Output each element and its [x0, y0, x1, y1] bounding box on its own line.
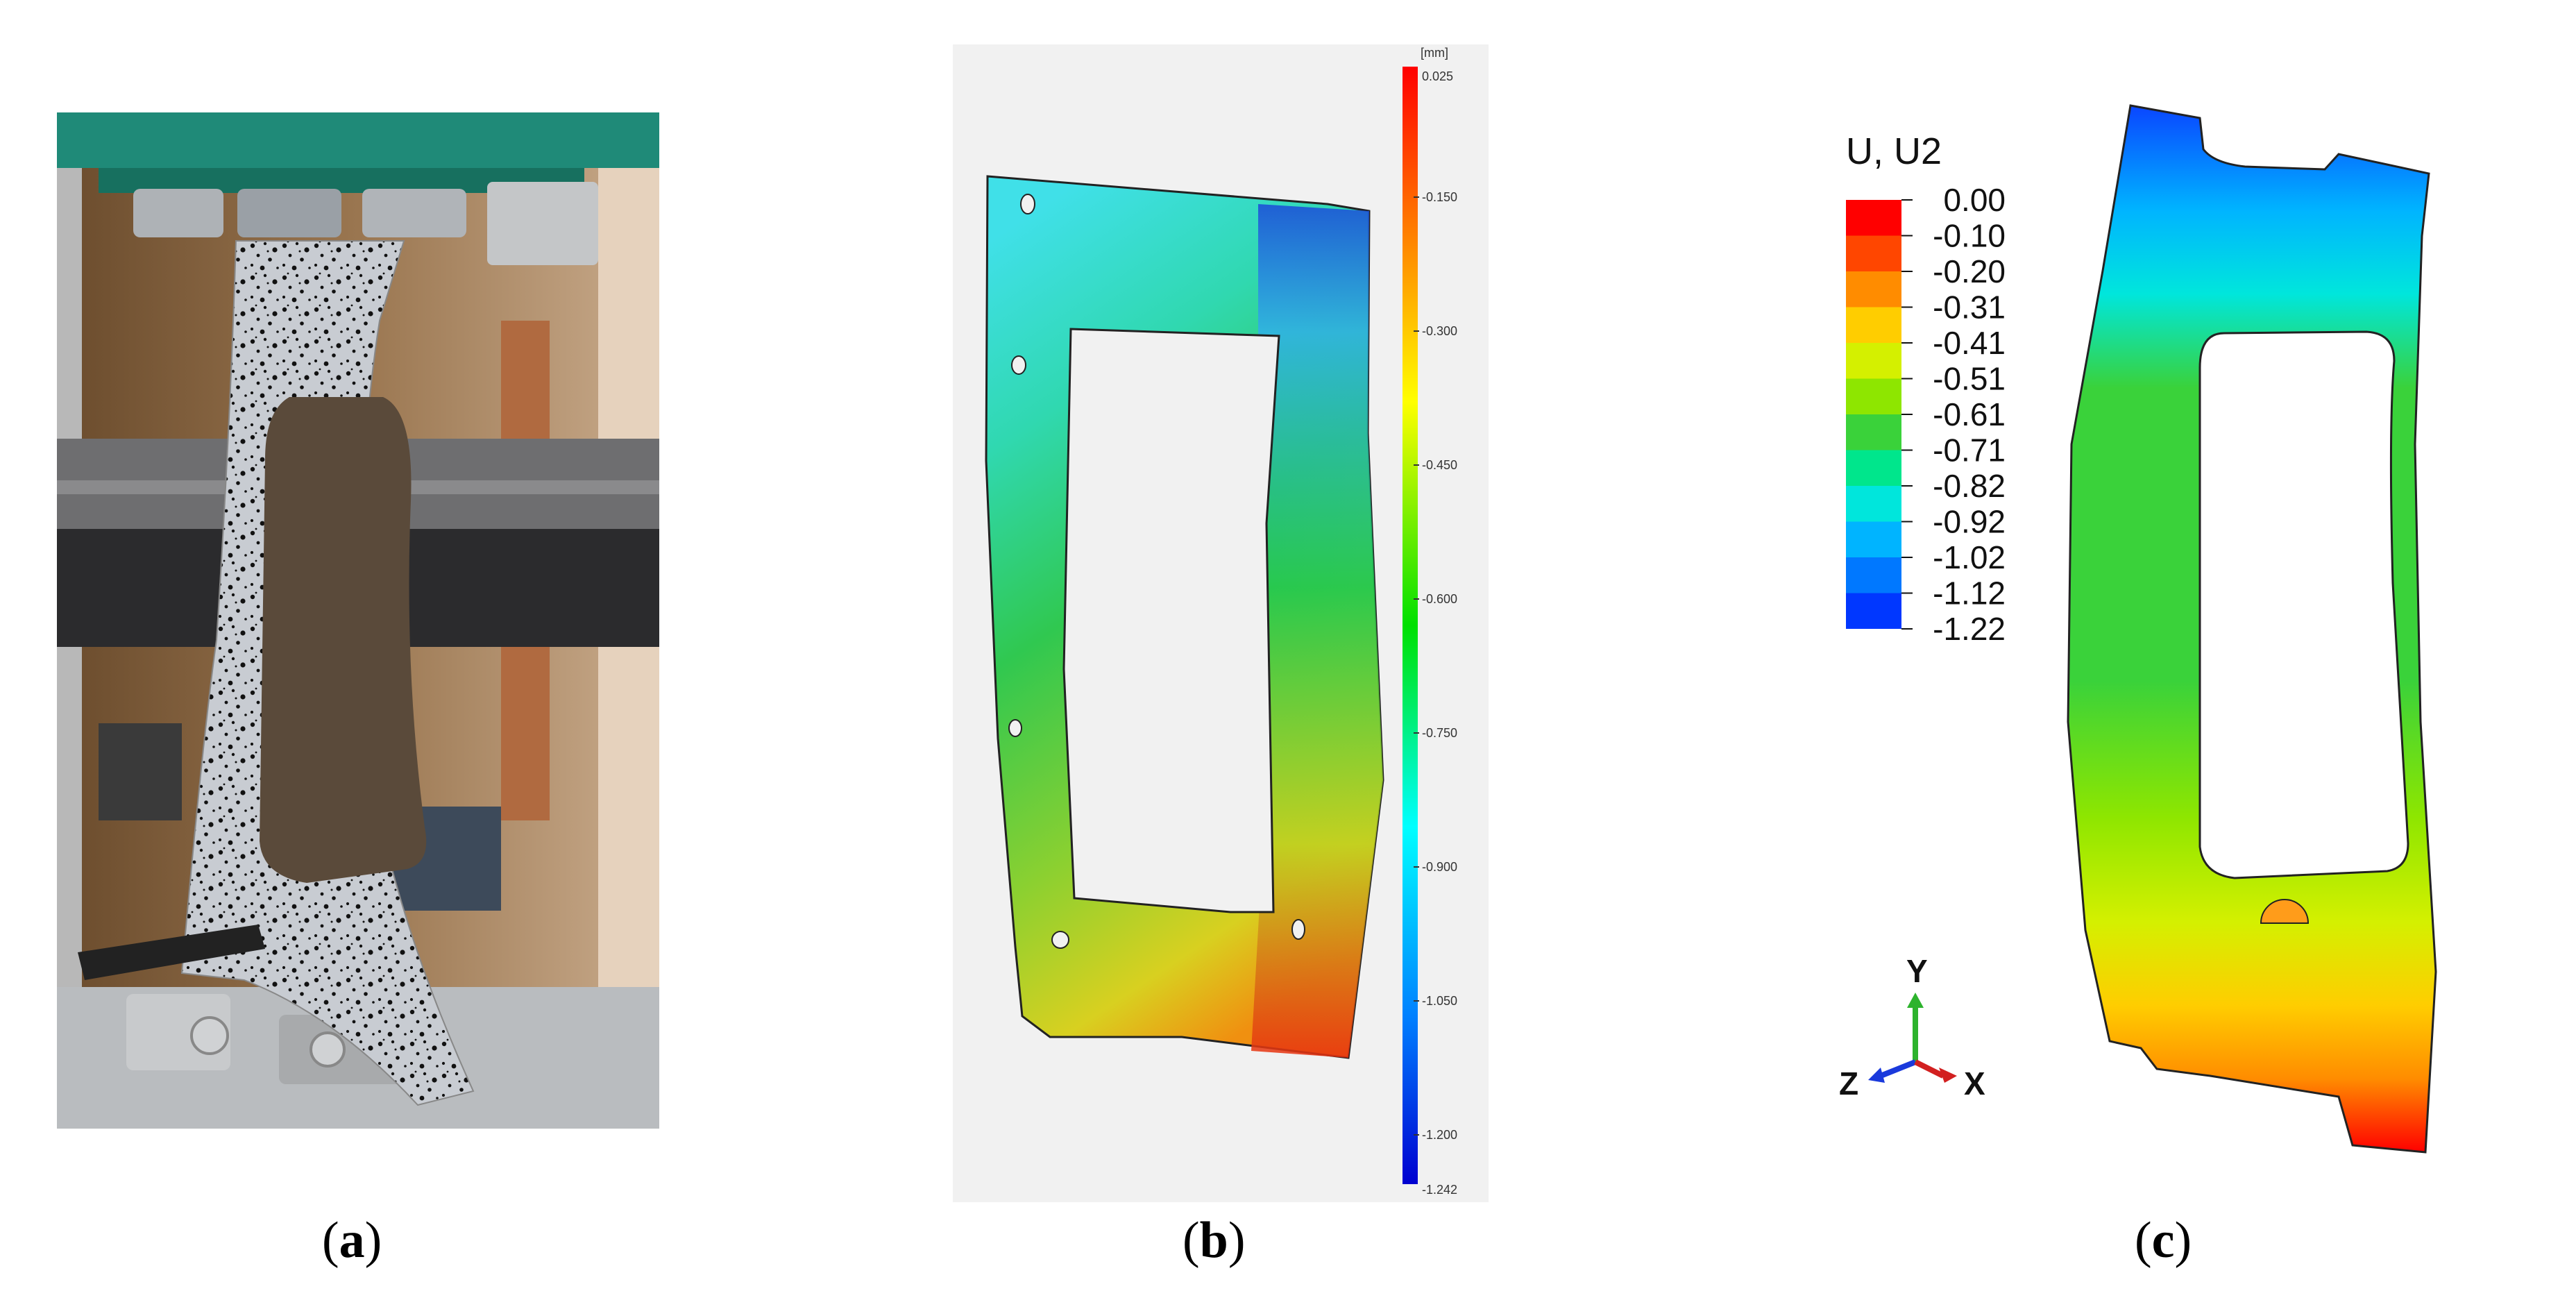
fe-legend-value: -0.41: [1933, 325, 2006, 361]
fe-legend-value: -0.10: [1933, 218, 2006, 254]
axis-triad: Y X Z: [1839, 953, 1985, 1102]
fe-legend: 0.00-0.10-0.20-0.31-0.41-0.51-0.61-0.71-…: [1846, 182, 2006, 647]
dic-unit-label: [mm]: [1421, 46, 1448, 60]
fe-legend-value: -1.02: [1933, 539, 2006, 575]
axis-y-label: Y: [1906, 953, 1928, 989]
fe-legend-value: -0.61: [1933, 396, 2006, 432]
dic-tick-label: -0.750: [1422, 726, 1457, 740]
fe-window: [2198, 330, 2409, 879]
dic-field-right: [1251, 204, 1383, 1058]
fe-legend-value: 0.00: [1943, 182, 2006, 218]
caption-c: (c): [2135, 1212, 2192, 1269]
fe-contour-plot: U, U2 0.00-0.10-0.20-0.31-0.41-0.51-0.61…: [1839, 104, 2437, 1154]
fe-legend-swatch: [1846, 557, 1901, 593]
fe-legend-swatch: [1846, 593, 1901, 629]
fe-legend-value: -0.31: [1933, 289, 2006, 326]
axis-x-label: X: [1964, 1065, 1985, 1102]
panel-c-fe-model: U, U2 0.00 -0.10 -0.20 -0.31 -0.41 -0.51 -0.61…: [1825, 97, 2547, 1180]
caption-a: (a): [322, 1212, 382, 1269]
fe-legend-swatch: [1846, 486, 1901, 522]
dic-scale-max: 0.025: [1422, 69, 1453, 83]
fe-legend-swatch: [1846, 343, 1901, 379]
specimen-window: [260, 397, 427, 883]
dic-contour-plot: [mm] 0.025 -1.242 -0.150 -0.300 -0.450 -0.6…: [985, 46, 1457, 1197]
fe-legend-value: -1.22: [1933, 611, 2006, 647]
caption-b: (b): [1183, 1212, 1246, 1269]
fe-legend-swatch: [1846, 414, 1901, 450]
dic-scale-min: -1.242: [1422, 1183, 1457, 1197]
fe-legend-value: -1.12: [1933, 575, 2006, 612]
panel-b-dic-map: [mm] 0.025 -1.242 -0.150 -0.300 -0.450 -0.6…: [953, 44, 1489, 1202]
fe-legend-swatch: [1846, 307, 1901, 343]
fe-legend-value: -0.20: [1933, 253, 2006, 289]
fe-legend-value: -0.71: [1933, 432, 2006, 469]
dic-color-bar: [1403, 67, 1418, 1184]
machine-head: [57, 112, 659, 168]
fe-legend-swatch: [1846, 271, 1901, 307]
fe-legend-swatch: [1846, 521, 1901, 557]
axis-z-label: Z: [1839, 1065, 1858, 1102]
fe-legend-swatch: [1846, 378, 1901, 414]
lower-clamp: [78, 925, 265, 980]
dic-tick-label: -0.150: [1422, 190, 1457, 204]
fe-legend-swatch: [1846, 235, 1901, 271]
fe-legend-swatch: [1846, 450, 1901, 486]
fe-legend-value: -0.82: [1933, 468, 2006, 504]
dic-tick-label: -1.200: [1422, 1128, 1457, 1142]
fe-legend-swatch: [1846, 200, 1901, 236]
fe-legend-title: U, U2: [1846, 130, 1942, 172]
dic-tick-label: -1.050: [1422, 994, 1457, 1008]
fe-legend-value: -0.51: [1933, 361, 2006, 397]
fe-legend-value: -0.92: [1933, 504, 2006, 540]
panel-a-photo: [57, 112, 659, 1129]
dic-tick-labels: -0.150 -0.300 -0.450 -0.600 -0.750 -0.900 -1.0…: [1414, 190, 1457, 1142]
test-rig-photo: [57, 112, 659, 1129]
dic-window: [1062, 328, 1280, 913]
dic-tick-label: -0.600: [1422, 592, 1457, 606]
dic-tick-label: -0.450: [1422, 458, 1457, 472]
dic-tick-label: -0.300: [1422, 324, 1457, 338]
dic-tick-label: -0.900: [1422, 860, 1457, 874]
